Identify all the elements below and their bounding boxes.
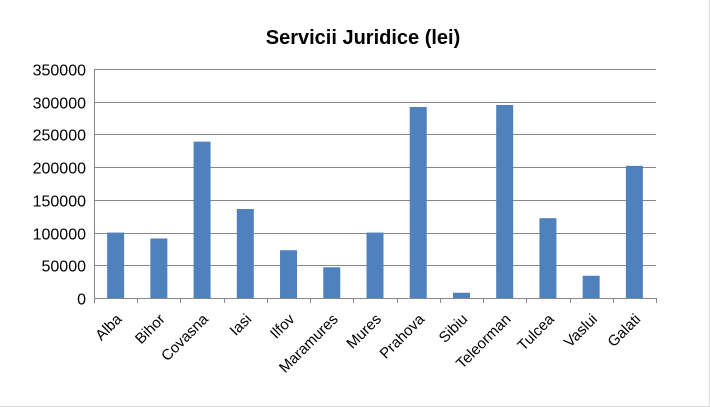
x-tick-label: Iasi [227, 311, 256, 340]
y-tick-label: 100000 [33, 227, 86, 244]
y-tick-label: 300000 [33, 96, 86, 113]
bars [107, 104, 643, 298]
bar-bihor [150, 238, 168, 298]
bar-prahova [409, 106, 427, 298]
y-tick-label: 200000 [33, 161, 86, 178]
x-tick-label: Ilfov [267, 310, 299, 342]
gridlines [94, 69, 656, 266]
bar-teleorman [496, 104, 514, 298]
axes [94, 69, 657, 303]
y-tick-label: 350000 [33, 63, 86, 80]
x-tick-label: Mures [343, 311, 384, 352]
x-tick-label: Sibiu [436, 311, 472, 347]
bar-iasi [236, 209, 254, 298]
y-tick-label: 250000 [33, 128, 86, 145]
bar-vaslui [582, 275, 600, 298]
bar-sibiu [452, 292, 470, 298]
x-tick-label: Alba [92, 310, 126, 344]
x-tick-label: Prahova [377, 310, 429, 362]
bar-alba [107, 232, 125, 298]
y-tick-label: 50000 [42, 259, 87, 276]
x-tick-label: Vaslui [561, 311, 601, 351]
chart-title: Servicii Juridice (lei) [266, 27, 461, 49]
bar-maramures [323, 267, 341, 298]
y-tick-labels: 0 50000 100000 150000 200000 250000 300000 3500… [33, 63, 86, 309]
x-tick-label: Bihor [132, 311, 169, 348]
x-tick-label: Galati [604, 311, 644, 351]
x-tick-label: Tulcea [514, 310, 558, 354]
y-tick-label: 150000 [33, 194, 86, 211]
y-tick-label: 0 [77, 292, 86, 309]
bar-ilfov [280, 250, 298, 298]
x-tick-label: Covasna [158, 310, 212, 364]
bar-covasna [193, 141, 211, 298]
bar-galati [625, 165, 643, 298]
bar-tulcea [539, 218, 557, 298]
bar-mures [366, 232, 384, 298]
